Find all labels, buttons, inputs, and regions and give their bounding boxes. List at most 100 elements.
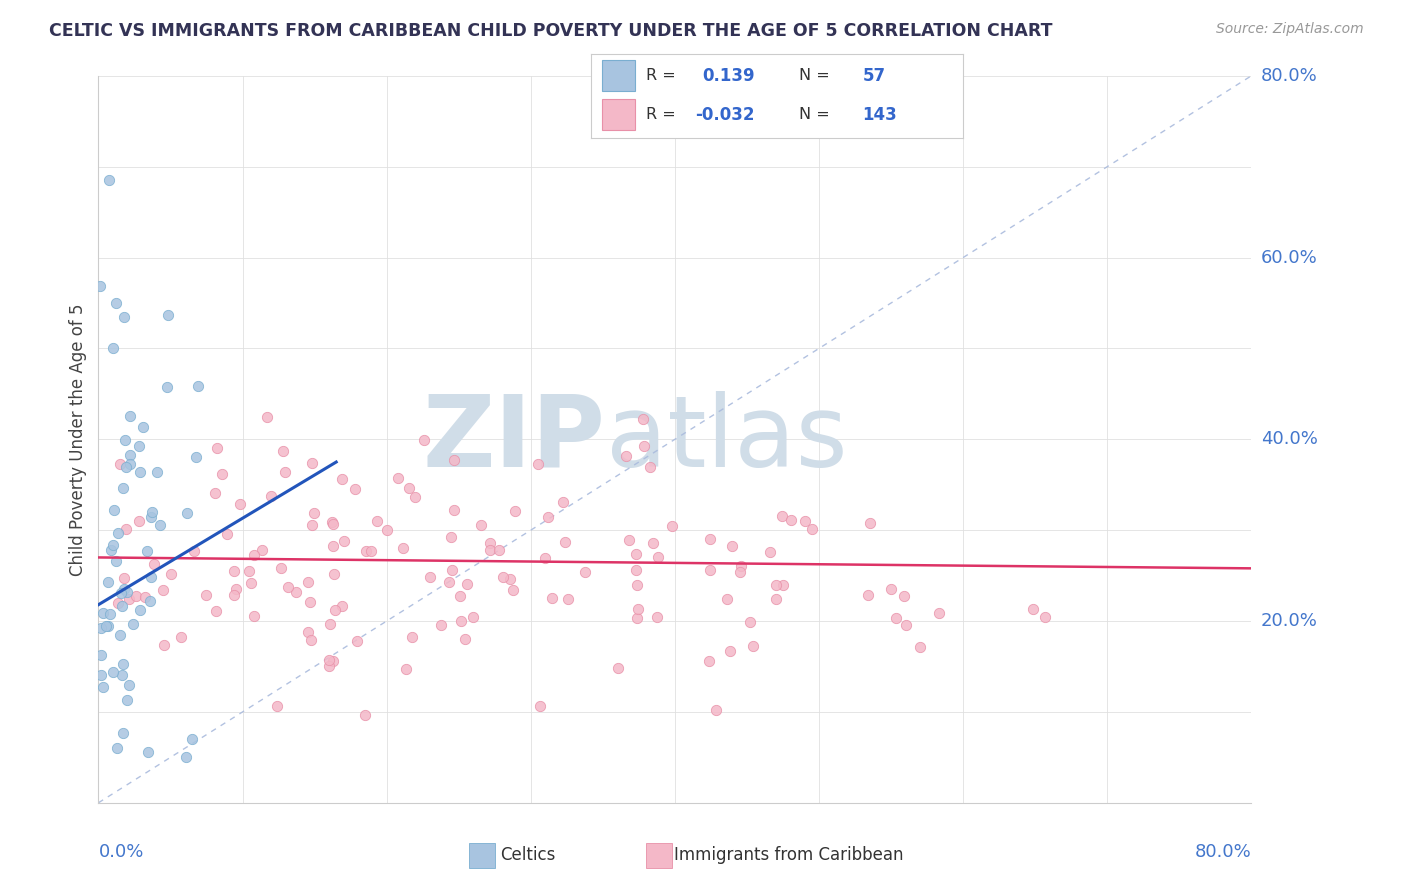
Text: 0.139: 0.139	[703, 67, 755, 85]
Point	[354, 708, 377, 723]
Point	[117, 585, 139, 599]
Point	[574, 565, 596, 579]
Point	[633, 411, 655, 425]
Point	[297, 575, 319, 590]
FancyBboxPatch shape	[602, 61, 636, 91]
Point	[354, 544, 377, 558]
Point	[322, 654, 344, 668]
Point	[110, 586, 132, 600]
Point	[704, 703, 727, 717]
Point	[419, 570, 441, 584]
Point	[125, 589, 148, 603]
Point	[301, 517, 323, 532]
Text: ZIP: ZIP	[423, 391, 606, 488]
Point	[205, 604, 228, 618]
Point	[758, 545, 780, 559]
Point	[112, 657, 135, 671]
Point	[617, 533, 640, 547]
Point	[730, 558, 752, 573]
Point	[97, 574, 120, 589]
Point	[645, 609, 668, 624]
Point	[503, 504, 526, 518]
Point	[128, 603, 150, 617]
Point	[284, 584, 307, 599]
Point	[176, 506, 198, 520]
Point	[299, 595, 322, 609]
Point	[152, 582, 174, 597]
Point	[443, 503, 465, 517]
Point	[413, 433, 436, 447]
Point	[142, 557, 165, 571]
Point	[491, 570, 513, 584]
Text: atlas: atlas	[606, 391, 848, 488]
Text: 143: 143	[862, 105, 897, 123]
Point	[440, 563, 463, 577]
Point	[156, 379, 179, 393]
Text: Source: ZipAtlas.com: Source: ZipAtlas.com	[1216, 22, 1364, 37]
Point	[91, 606, 114, 620]
Point	[90, 621, 112, 635]
Point	[100, 543, 122, 558]
Point	[323, 566, 346, 581]
Point	[128, 439, 150, 453]
Point	[398, 481, 420, 495]
Point	[260, 489, 283, 503]
Point	[366, 514, 388, 528]
Point	[439, 530, 461, 544]
Point	[318, 616, 340, 631]
Point	[128, 514, 150, 528]
Text: CELTIC VS IMMIGRANTS FROM CARIBBEAN CHILD POVERTY UNDER THE AGE OF 5 CORRELATION: CELTIC VS IMMIGRANTS FROM CARIBBEAN CHIL…	[49, 22, 1053, 40]
Point	[138, 745, 160, 759]
Point	[297, 625, 319, 640]
Point	[479, 536, 502, 550]
Point	[118, 591, 141, 606]
Point	[527, 457, 550, 471]
Point	[98, 607, 121, 622]
FancyBboxPatch shape	[645, 843, 672, 868]
Point	[894, 618, 917, 632]
Point	[271, 444, 294, 458]
Point	[97, 173, 120, 187]
Point	[606, 661, 628, 675]
Point	[884, 611, 907, 625]
Point	[146, 466, 169, 480]
Point	[346, 633, 368, 648]
Point	[779, 513, 801, 527]
Point	[149, 518, 172, 533]
Point	[101, 342, 124, 356]
Point	[243, 549, 266, 563]
Text: 57: 57	[862, 67, 886, 85]
Point	[738, 615, 761, 630]
Point	[330, 599, 353, 613]
Y-axis label: Child Poverty Under the Age of 5: Child Poverty Under the Age of 5	[69, 303, 87, 575]
Point	[387, 471, 409, 485]
Point	[111, 599, 134, 614]
Text: 80.0%: 80.0%	[1195, 843, 1251, 861]
Point	[141, 505, 163, 519]
Point	[111, 482, 134, 496]
Point	[322, 540, 344, 554]
Text: Immigrants from Caribbean: Immigrants from Caribbean	[675, 847, 904, 864]
Point	[537, 510, 560, 524]
Point	[108, 628, 131, 642]
Point	[139, 510, 162, 524]
Point	[204, 486, 226, 500]
Point	[463, 609, 485, 624]
Point	[742, 640, 765, 654]
Point	[626, 563, 648, 577]
Point	[112, 310, 135, 324]
Point	[136, 544, 159, 558]
Point	[107, 526, 129, 541]
Point	[859, 516, 882, 531]
Text: 80.0%: 80.0%	[1261, 67, 1317, 85]
Point	[614, 450, 637, 464]
Point	[343, 482, 366, 496]
Text: -0.032: -0.032	[695, 105, 755, 123]
Point	[626, 611, 648, 625]
Text: R =: R =	[647, 107, 676, 122]
Point	[450, 614, 472, 628]
Point	[256, 410, 278, 425]
Point	[322, 517, 344, 532]
Point	[541, 591, 564, 606]
FancyBboxPatch shape	[602, 99, 636, 130]
